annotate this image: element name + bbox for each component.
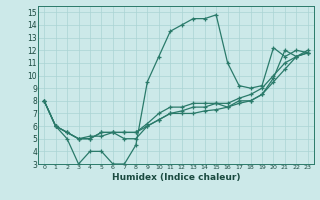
X-axis label: Humidex (Indice chaleur): Humidex (Indice chaleur) [112,173,240,182]
